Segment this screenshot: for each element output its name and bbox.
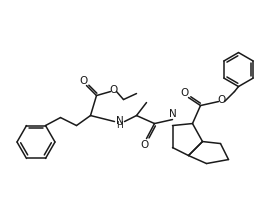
Text: O: O	[180, 88, 189, 98]
Text: N: N	[169, 108, 176, 119]
Text: H: H	[116, 121, 123, 130]
Text: O: O	[140, 140, 148, 150]
Text: O: O	[109, 85, 118, 95]
Text: O: O	[79, 76, 88, 86]
Text: N: N	[116, 116, 123, 126]
Text: O: O	[217, 95, 226, 105]
